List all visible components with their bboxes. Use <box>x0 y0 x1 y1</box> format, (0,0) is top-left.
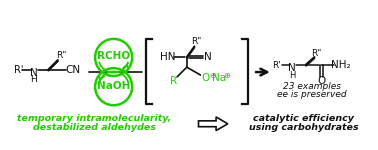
Text: temporary intramolecularity,: temporary intramolecularity, <box>17 114 171 123</box>
Text: R: R <box>170 76 177 86</box>
Text: R": R" <box>191 37 202 46</box>
Polygon shape <box>198 117 228 131</box>
Text: R": R" <box>56 51 66 60</box>
Text: N: N <box>204 52 212 62</box>
Text: H: H <box>30 75 37 84</box>
Text: O: O <box>317 76 325 86</box>
Text: NaOH: NaOH <box>97 81 130 91</box>
Text: ee is preserved: ee is preserved <box>277 90 347 99</box>
Text: 23 examples: 23 examples <box>283 82 341 91</box>
Text: catalytic efficiency: catalytic efficiency <box>253 114 354 123</box>
Text: H: H <box>289 70 295 80</box>
Text: R': R' <box>14 65 23 75</box>
Polygon shape <box>48 59 58 71</box>
Text: ⊖: ⊖ <box>210 70 217 80</box>
Text: HN: HN <box>160 52 175 62</box>
Text: R': R' <box>272 61 281 70</box>
Text: CN: CN <box>65 65 80 75</box>
Text: O: O <box>201 73 209 83</box>
Text: RCHO: RCHO <box>97 51 130 61</box>
Text: NH₂: NH₂ <box>331 60 351 70</box>
Polygon shape <box>306 56 314 66</box>
Text: N: N <box>30 68 37 78</box>
Text: ⊕: ⊕ <box>223 70 230 80</box>
Text: Na: Na <box>212 73 226 83</box>
Text: R": R" <box>311 49 322 58</box>
Polygon shape <box>187 46 195 58</box>
Text: using carbohydrates: using carbohydrates <box>249 123 359 132</box>
Text: N: N <box>288 63 296 73</box>
Text: destabilized aldehydes: destabilized aldehydes <box>33 123 156 132</box>
